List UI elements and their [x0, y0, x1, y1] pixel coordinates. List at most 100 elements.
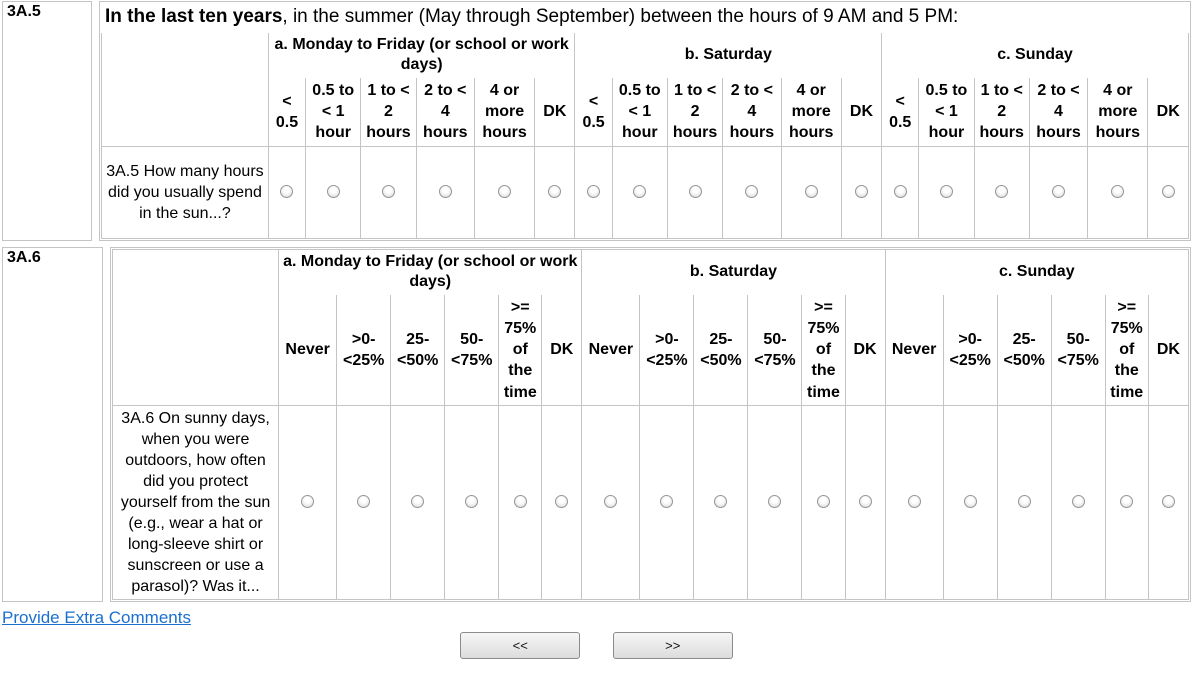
option-header: < 0.5 [574, 78, 613, 147]
radio-button[interactable] [1071, 495, 1085, 509]
question-block-3a5: 3A.5 In the last ten years, in the summe… [2, 1, 1191, 241]
section-header-weekdays: a. Monday to Friday (or school or work d… [267, 32, 576, 79]
option-header: 0.5 to < 1 hour [611, 78, 668, 147]
radio-cell [305, 146, 362, 239]
radio-cell [278, 405, 338, 600]
option-header-dk: DK [1147, 78, 1189, 147]
corner-spacer [111, 249, 280, 296]
radio-button[interactable] [465, 495, 479, 509]
radio-cell [611, 146, 668, 239]
section-header-saturday: b. Saturday [581, 249, 886, 296]
option-header: 50- <75% [1050, 295, 1106, 406]
radio-button[interactable] [326, 185, 340, 199]
provide-extra-comments-link[interactable]: Provide Extra Comments [2, 607, 191, 627]
answer-grid-3a6: a. Monday to Friday (or school or work d… [111, 248, 1190, 600]
question-text-3a6: 3A.6 On sunny days, when you were outdoo… [111, 405, 280, 600]
radio-cell [1147, 405, 1190, 600]
corner-spacer [101, 78, 269, 147]
radio-button[interactable] [604, 495, 618, 509]
radio-cell [336, 405, 392, 600]
forward-button[interactable]: >> [612, 631, 733, 659]
radio-button[interactable] [963, 495, 977, 509]
radio-button[interactable] [1111, 185, 1125, 199]
radio-cell [1028, 146, 1089, 239]
radio-button[interactable] [587, 185, 601, 199]
option-header: Never [278, 295, 338, 406]
radio-button[interactable] [438, 185, 452, 199]
option-header: 2 to < 4 hours [722, 78, 782, 147]
radio-button[interactable] [854, 185, 868, 199]
option-header: < 0.5 [881, 78, 920, 147]
option-header: >0- <25% [336, 295, 392, 406]
option-header-row: Never >0- <25% 25- <50% 50- <75% >= 75% … [111, 295, 1190, 406]
radio-cell [780, 146, 842, 239]
option-header: 25- <50% [996, 295, 1052, 406]
radio-button[interactable] [907, 495, 921, 509]
option-header: 2 to < 4 hours [415, 78, 475, 147]
radio-cell [534, 146, 576, 239]
option-header: Never [884, 295, 944, 406]
radio-button[interactable] [548, 185, 562, 199]
footer-link-row: Provide Extra Comments [2, 608, 1191, 628]
option-header: >0- <25% [639, 295, 695, 406]
radio-cell [884, 405, 944, 600]
option-header-dk: DK [534, 78, 576, 147]
option-header: 25- <50% [390, 295, 446, 406]
radio-button[interactable] [1120, 495, 1134, 509]
corner-spacer [111, 295, 280, 406]
radio-button[interactable] [939, 185, 953, 199]
section-header-row: a. Monday to Friday (or school or work d… [111, 249, 1190, 296]
radio-cell [444, 405, 500, 600]
radio-cell [581, 405, 641, 600]
radio-button[interactable] [995, 185, 1009, 199]
section-header-sunday: c. Sunday [884, 249, 1190, 296]
radio-button[interactable] [688, 185, 702, 199]
radio-button[interactable] [1052, 185, 1065, 199]
radio-button[interactable] [745, 185, 759, 199]
radio-button[interactable] [714, 495, 728, 509]
radio-button[interactable] [816, 495, 830, 509]
radio-button[interactable] [858, 495, 872, 509]
radio-button[interactable] [768, 495, 782, 509]
radio-cell [541, 405, 583, 600]
intro-rest-text: , in the summer (May through September) … [282, 6, 959, 27]
radio-button[interactable] [1161, 495, 1175, 509]
option-header: 0.5 to < 1 hour [305, 78, 362, 147]
question-content-3a5: In the last ten years, in the summer (Ma… [99, 1, 1191, 241]
radio-button[interactable] [660, 495, 674, 509]
section-header-saturday: b. Saturday [574, 32, 883, 79]
radio-cell [801, 405, 846, 600]
option-header: 4 or more hours [473, 78, 536, 147]
radio-button[interactable] [381, 185, 395, 199]
radio-button[interactable] [1161, 185, 1175, 199]
radio-cell [1050, 405, 1106, 600]
question-block-3a6: 3A.6 a. Monday to Friday (or school or w… [2, 246, 1191, 602]
section-header-sunday: c. Sunday [881, 32, 1189, 79]
radio-button[interactable] [555, 495, 569, 509]
radio-button[interactable] [498, 185, 512, 199]
option-header: >= 75% of the time [1104, 295, 1149, 406]
radio-cell [996, 405, 1052, 600]
option-header: 1 to < 2 hours [973, 78, 1030, 147]
radio-button[interactable] [280, 185, 294, 199]
radio-button[interactable] [411, 495, 425, 509]
option-header-dk: DK [844, 295, 886, 406]
radio-cell [881, 146, 920, 239]
radio-button[interactable] [633, 185, 647, 199]
radio-button[interactable] [804, 185, 818, 199]
option-header: 25- <50% [693, 295, 749, 406]
answer-row: 3A.6 On sunny days, when you were outdoo… [111, 405, 1190, 600]
question-number-3a5: 3A.5 [2, 1, 92, 241]
radio-cell [574, 146, 613, 239]
radio-button[interactable] [301, 495, 315, 509]
radio-button[interactable] [1017, 495, 1031, 509]
option-header: 4 or more hours [780, 78, 842, 147]
radio-button[interactable] [513, 495, 527, 509]
radio-cell [840, 146, 883, 239]
radio-button[interactable] [893, 185, 907, 199]
radio-cell [973, 146, 1030, 239]
option-header: >= 75% of the time [498, 295, 543, 406]
back-button[interactable]: << [460, 631, 581, 659]
radio-cell [267, 146, 307, 239]
radio-button[interactable] [357, 495, 371, 509]
